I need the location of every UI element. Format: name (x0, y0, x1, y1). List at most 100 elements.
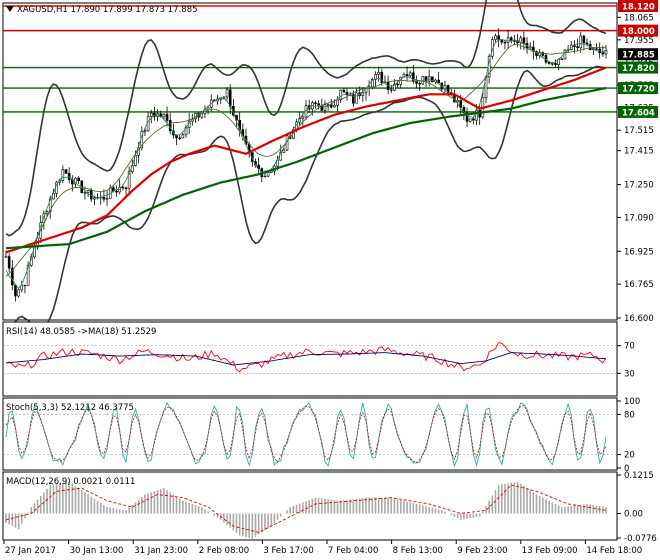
candle-body (355, 92, 358, 104)
candle-body (127, 171, 131, 189)
time-tick-label: 9 Feb 23:00 (457, 546, 507, 556)
candle-body (437, 79, 440, 84)
price-tick-label: 16.925 (624, 247, 654, 257)
candle-body (494, 35, 497, 40)
candle-body (601, 52, 605, 55)
time-tick-label: 27 Jan 2017 (5, 546, 56, 556)
candle-body (465, 112, 469, 122)
candle-body (380, 71, 384, 83)
time-tick-label: 8 Feb 13:00 (393, 546, 443, 556)
candle-body (105, 197, 109, 200)
candle-body (551, 63, 554, 65)
price-tick-label: 17.250 (624, 181, 654, 191)
candle-body (266, 172, 270, 177)
price-tag-label: 17.720 (622, 85, 655, 95)
candle-body (509, 37, 513, 41)
candle-body (582, 35, 586, 44)
stoch-d-line (5, 405, 607, 464)
macd-tick-label: 0.00 (624, 509, 643, 519)
candle-body (86, 189, 90, 193)
candle-body (93, 197, 96, 200)
price-tag-label: 17.885 (622, 51, 655, 61)
candle-body (339, 89, 343, 101)
candle-body (475, 110, 478, 121)
candle-body (257, 164, 260, 169)
candle-body (393, 83, 396, 91)
price-tag-label: 18.120 (622, 3, 655, 13)
price-tick-label: 17.955 (624, 36, 654, 46)
rsi-tick-label: 30 (624, 369, 635, 379)
candle-body (579, 35, 583, 49)
bollinger-upper (5, 0, 607, 237)
time-tick-label: 2 Feb 08:00 (199, 546, 249, 556)
candle-body (61, 169, 65, 181)
candle-body (371, 79, 374, 88)
stoch-panel[interactable]: Stoch(5,3,3) 52.1212 46.3775 (2, 397, 618, 471)
candle-body (149, 112, 153, 117)
main-title: XAGUSD,H1 17.890 17.899 17.873 17.885 (17, 5, 198, 15)
candle-body (352, 94, 355, 104)
candle-body (424, 76, 428, 82)
candle-body (472, 118, 475, 121)
candle-body (342, 89, 346, 93)
candle-body (137, 147, 140, 156)
price-tag-label: 17.820 (622, 64, 655, 74)
candle-body (361, 92, 365, 96)
collapse-triangle-icon[interactable] (6, 6, 14, 12)
candle-body (263, 175, 267, 178)
macd-panel[interactable]: MACD(12,26,9) 0.0021 0.0111 (2, 471, 618, 541)
candle-body (468, 118, 472, 122)
price-tick-label: 16.600 (624, 314, 654, 324)
price-tick-label: 17.415 (624, 147, 654, 157)
bollinger-lower (5, 65, 607, 330)
candle-body (345, 91, 349, 95)
candle-body (14, 284, 17, 297)
candle-body (74, 177, 77, 185)
macd-title: MACD(12,26,9) 0.0021 0.0111 (6, 477, 135, 487)
price-tick-label: 16.765 (624, 280, 654, 290)
candle-body (162, 113, 166, 118)
price-tag-label: 17.604 (622, 108, 655, 118)
ma-green-line (5, 87, 607, 250)
time-tick-label: 3 Feb 17:00 (263, 546, 313, 556)
rsi-tick-label: 70 (624, 342, 635, 352)
price-panel[interactable]: XAGUSD,H1 17.890 17.899 17.873 17.885 (2, 0, 618, 330)
macd-signal-line (5, 484, 607, 533)
candle-body (23, 284, 27, 287)
candle-body (4, 256, 8, 258)
stoch-title: Stoch(5,3,3) 52.1212 46.3775 (6, 403, 134, 413)
candle-body (314, 102, 317, 104)
price-tag-box (618, 48, 658, 61)
candle-body (115, 190, 118, 193)
candle-body (389, 89, 393, 91)
stoch-tick-label: 80 (624, 410, 635, 420)
candle-body (418, 83, 421, 85)
candle-body (11, 267, 14, 286)
candle-body (77, 177, 80, 182)
candle-body (282, 149, 286, 153)
candle-body (333, 105, 336, 108)
candle-body (124, 187, 128, 189)
macd-tick-label: -0.0776 (624, 534, 657, 544)
candle-body (513, 40, 516, 42)
time-tick-label: 31 Jan 23:00 (134, 546, 188, 556)
candle-body (522, 37, 526, 44)
price-tick-label: 17.090 (624, 213, 654, 223)
time-tick-label: 30 Jan 13:00 (70, 546, 124, 556)
ma-red-line (5, 66, 607, 254)
candle-body (412, 72, 415, 82)
candle-body (206, 106, 210, 111)
candle-body (26, 265, 30, 286)
price-tag-box (618, 24, 658, 37)
candle-body (563, 49, 567, 60)
time-tick-label: 13 Feb 09:00 (522, 546, 578, 556)
rsi-panel[interactable]: RSI(14) 48.0585 ->MA(18) 51.2529 (2, 321, 618, 397)
ma-medium (5, 43, 607, 277)
candle-body (102, 196, 106, 200)
candle-body (301, 116, 305, 119)
candle-body (408, 72, 412, 77)
candle-body (225, 89, 229, 98)
candle-body (45, 211, 49, 215)
candle-body (431, 76, 434, 83)
